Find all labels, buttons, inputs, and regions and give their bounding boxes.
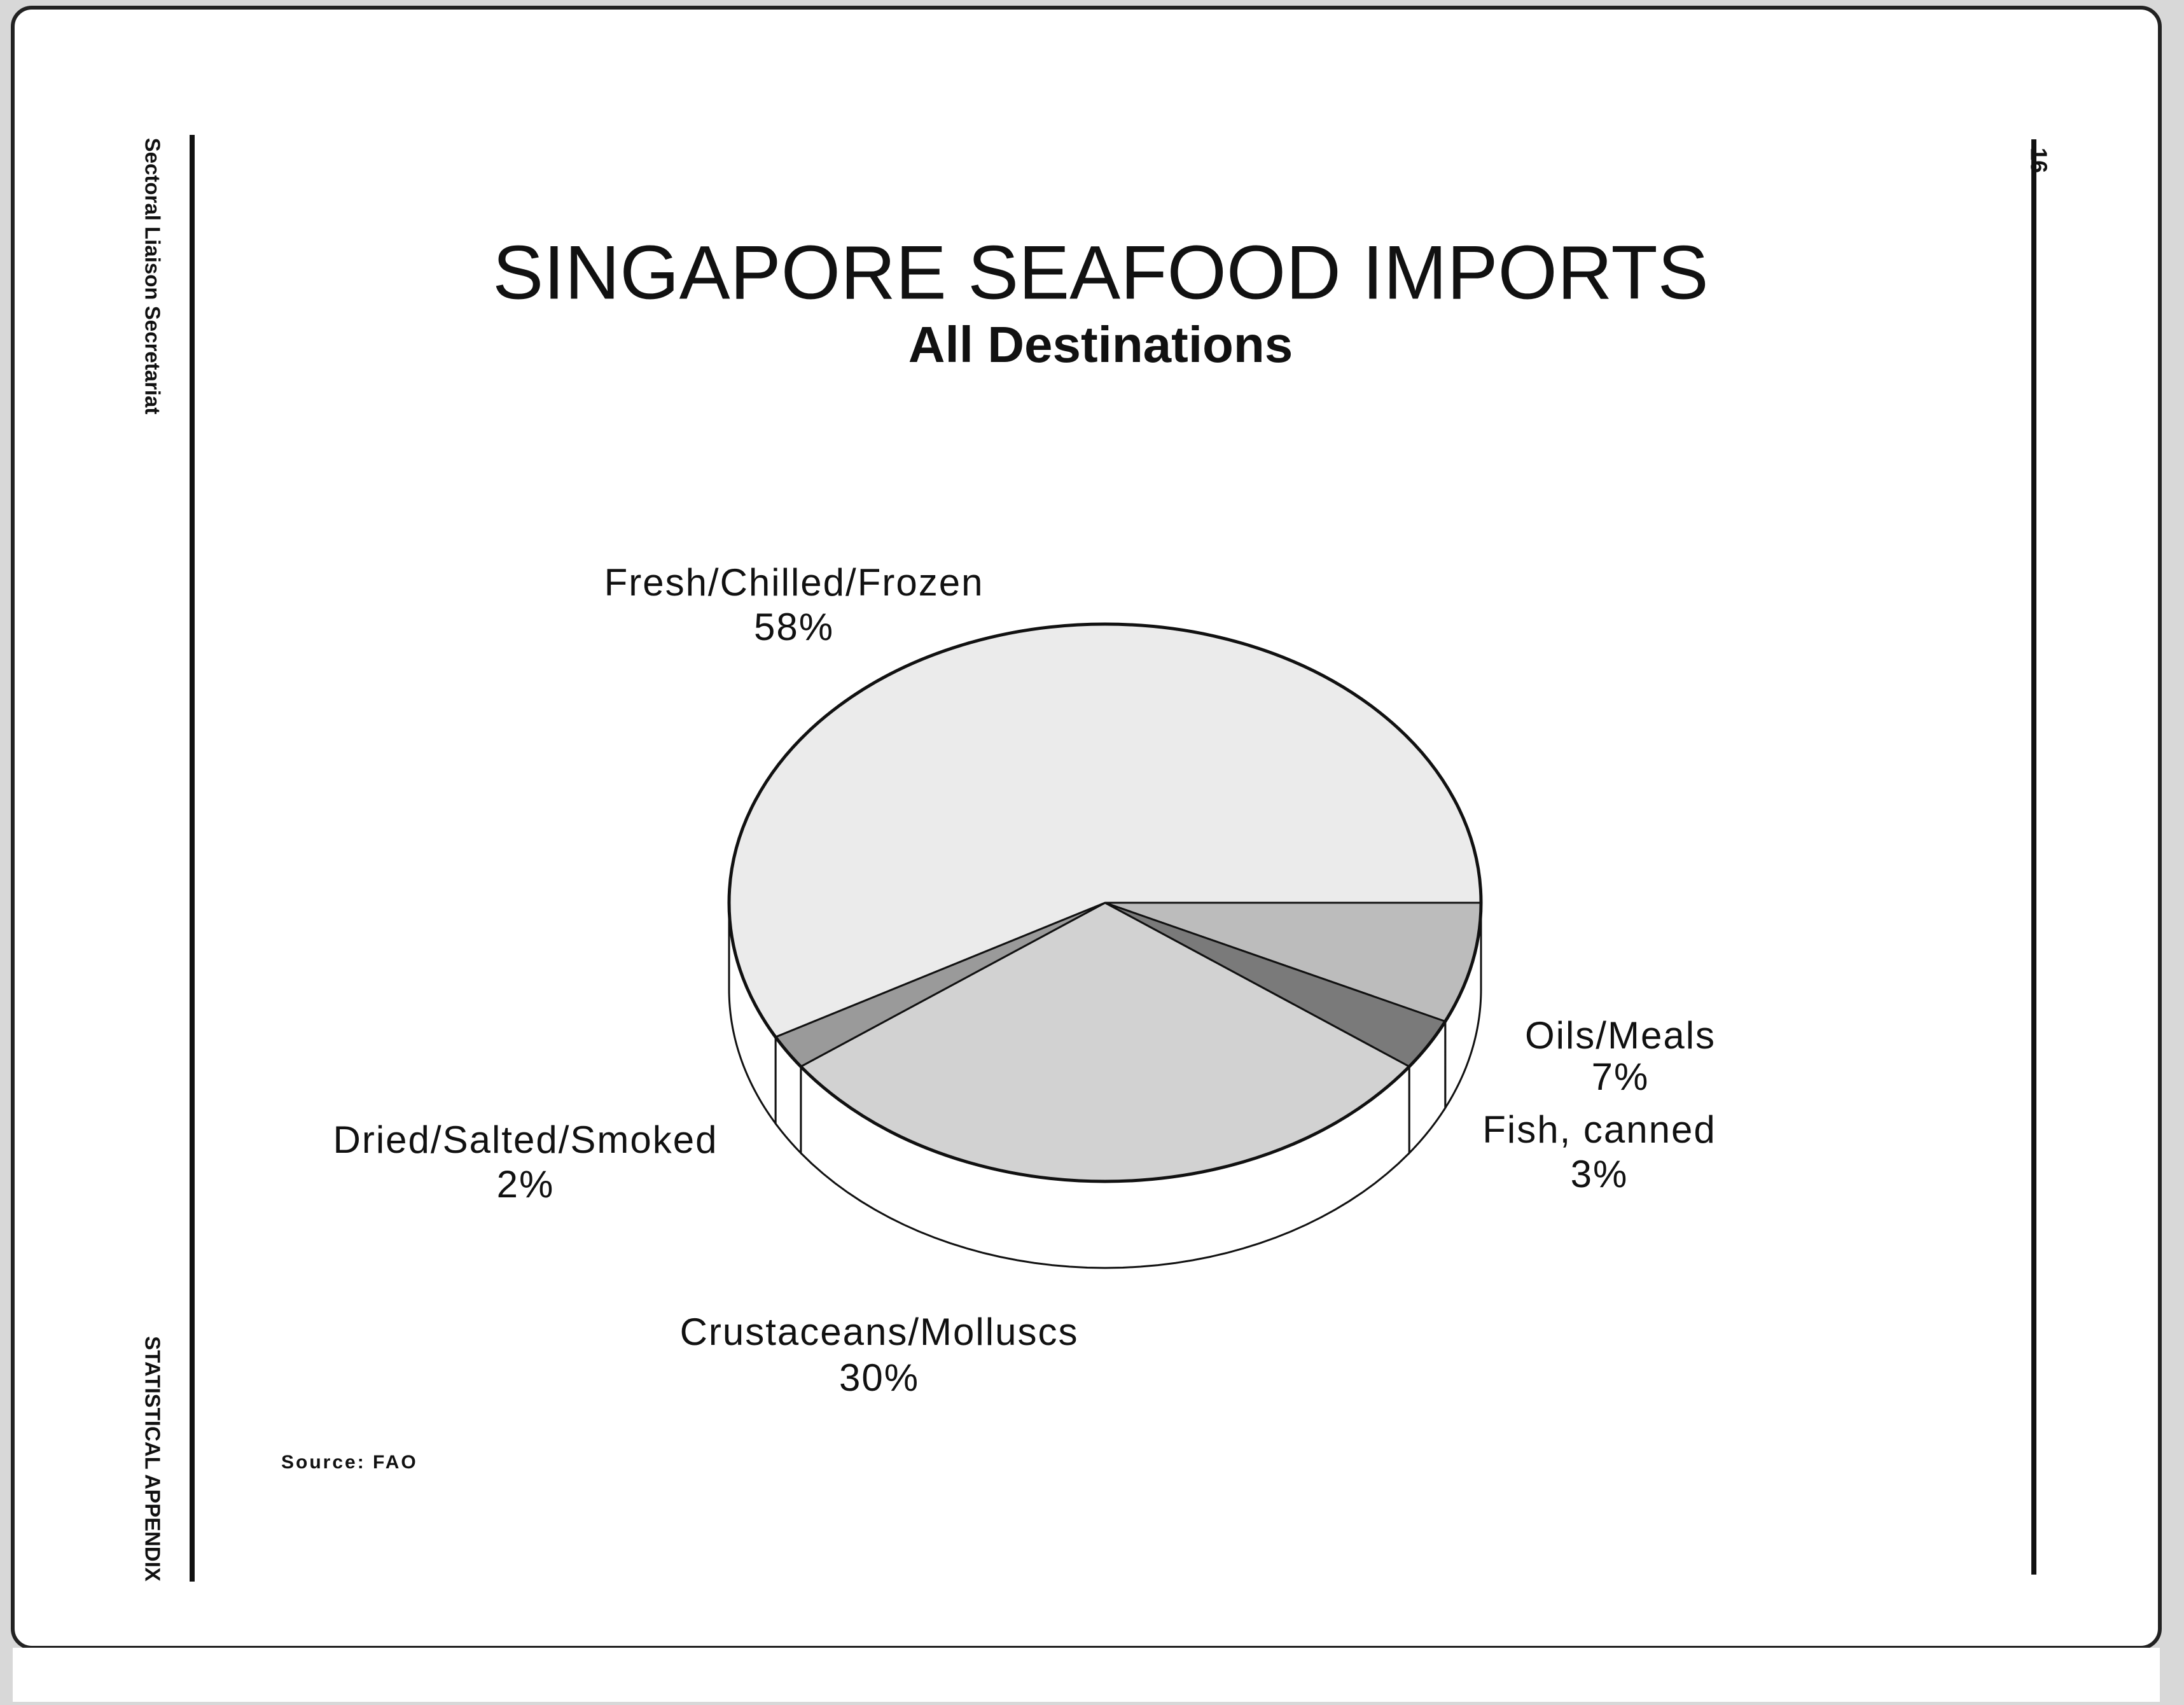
slice-label: Fresh/Chilled/Frozen [604, 561, 984, 604]
slice-label: Dried/Salted/Smoked [333, 1118, 718, 1161]
page-strip [13, 1648, 2160, 1702]
slice-value-label: 2% [497, 1163, 555, 1206]
page-number: 16 [2026, 148, 2052, 173]
slice-value-label: 58% [754, 606, 834, 648]
slice-value-label: 7% [1592, 1055, 1650, 1098]
side-header: Sectoral Liaison Secretariat [141, 138, 164, 415]
slice-label: Oils/Meals [1525, 1014, 1716, 1057]
chart-title: SINGAPORE SEAFOOD IMPORTS [492, 230, 1708, 316]
slice-value-label: 30% [839, 1356, 919, 1399]
side-footer: STATISTICAL APPENDIX [141, 1336, 164, 1582]
source-note: Source: FAO [281, 1452, 418, 1473]
pie-outline [727, 622, 1483, 1183]
chart-subtitle: All Destinations [908, 316, 1293, 373]
slice-label: Crustaceans/Molluscs [680, 1311, 1079, 1353]
slice-label: Fish, canned [1482, 1108, 1716, 1151]
slice-value-label: 3% [1571, 1153, 1629, 1195]
